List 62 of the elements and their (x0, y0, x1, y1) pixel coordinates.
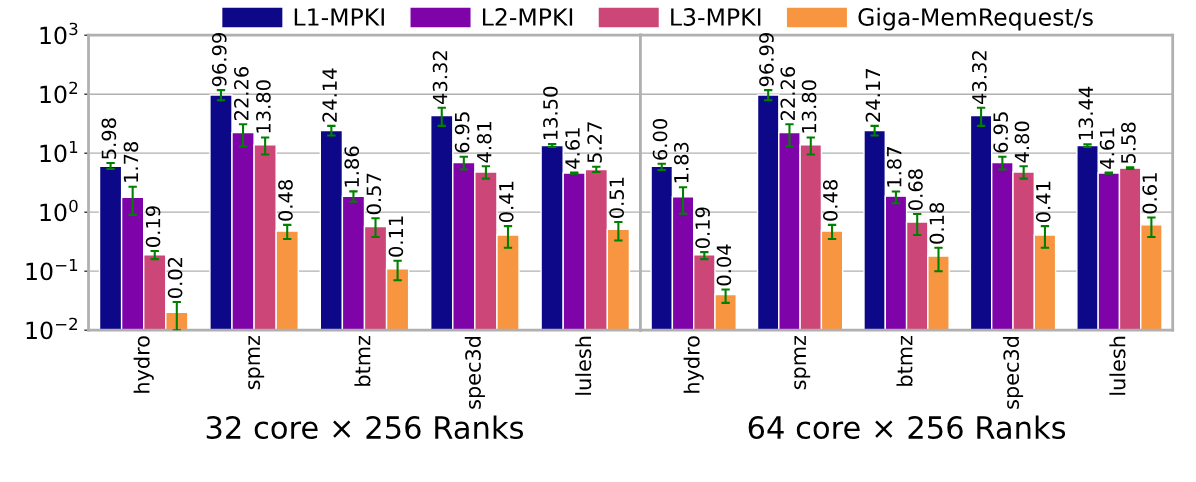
data-label: 6.00 (652, 119, 668, 160)
x-tick-label: hydro (683, 336, 704, 393)
x-tick-label: spec3d (1002, 336, 1024, 409)
data-label: 24.17 (865, 69, 880, 122)
x-tick-label: spmz (794, 335, 811, 390)
y-tick-label: 10$^{−1}$ (26, 258, 78, 281)
data-label: 22.26 (233, 66, 249, 120)
data-label: 5.58 (1121, 122, 1136, 164)
legend-label: L1-MPKI (294, 8, 384, 26)
data-label: 0.48 (822, 180, 838, 221)
data-label: 96.99 (211, 33, 227, 87)
x-tick-label: lulesh (575, 336, 592, 395)
data-label: 0.04 (716, 244, 732, 286)
data-label: 43.32 (432, 51, 448, 104)
data-label: 96.99 (759, 33, 774, 87)
data-label: 0.51 (609, 177, 625, 218)
data-label: 0.11 (388, 216, 404, 257)
x-tick-label: hydro (133, 336, 154, 393)
data-label: 4.81 (476, 121, 492, 163)
y-tick-label: 10$^{1}$ (40, 140, 78, 163)
data-label: 0.19 (695, 207, 710, 249)
data-label: 1.86 (344, 146, 360, 187)
y-tick-label: 10$^{3}$ (40, 22, 78, 45)
data-label: 13.80 (801, 80, 817, 133)
x-axis-title: 64 core × 256 Ranks (748, 415, 1066, 440)
data-label: 6.95 (993, 112, 1009, 153)
data-label: 0.02 (167, 257, 183, 298)
data-label: 4.61 (1099, 128, 1115, 169)
data-label: 24.14 (322, 68, 337, 122)
legend-label: L2-MPKI (482, 8, 573, 26)
data-label: 22.26 (780, 66, 796, 120)
legend-label: L3-MPKI (671, 8, 761, 26)
x-tick-label: spec3d (464, 336, 485, 409)
data-label: 13.80 (256, 80, 271, 133)
data-label: 0.48 (278, 180, 293, 221)
x-tick-label: btmz (354, 335, 371, 386)
y-tick-label: 10$^{0}$ (40, 199, 78, 222)
data-label: 0.57 (366, 173, 382, 215)
data-label: 0.41 (498, 181, 514, 223)
data-label: 5.27 (587, 122, 602, 163)
data-label: 4.61 (565, 128, 580, 169)
data-label: 43.32 (972, 51, 987, 104)
y-tick-label: 10$^{2}$ (40, 81, 78, 104)
data-label: 0.19 (145, 206, 161, 247)
data-label: 5.98 (101, 118, 117, 159)
data-label: 0.41 (1035, 181, 1051, 223)
data-label: 13.44 (1078, 86, 1094, 140)
data-label: 13.50 (543, 86, 558, 140)
data-label: 0.68 (908, 169, 923, 210)
legend-label: Giga-MemRequest/s (858, 7, 1093, 31)
data-label: 0.18 (929, 202, 945, 244)
y-tick-label: 10$^{−2}$ (26, 317, 77, 340)
data-label: 6.95 (454, 112, 470, 153)
data-label: 4.80 (1014, 121, 1030, 163)
x-tick-label: lulesh (1109, 336, 1126, 395)
x-tick-label: spmz (248, 335, 265, 390)
data-label: 1.78 (123, 141, 139, 182)
data-label: 1.83 (673, 142, 689, 183)
data-label: 1.87 (886, 147, 902, 187)
data-label: 0.61 (1142, 173, 1158, 214)
x-axis-title: 32 core × 256 Ranks (206, 415, 524, 440)
x-tick-label: btmz (896, 335, 913, 386)
